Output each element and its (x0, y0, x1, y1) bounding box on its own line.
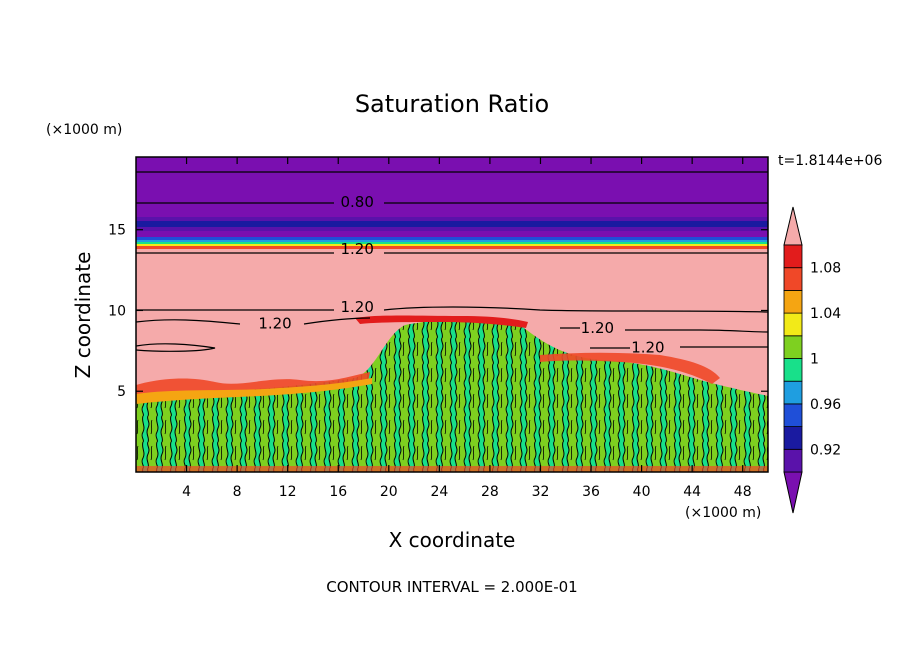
colorbar-band (783, 426, 803, 450)
contour-label: 0.80 (340, 193, 373, 211)
colorbar-band (783, 448, 803, 473)
colorbar-band (783, 403, 803, 427)
contour-label: 1.20 (581, 319, 614, 337)
saturation-field (136, 157, 768, 472)
lower-layer-edge-orange (136, 378, 372, 404)
x-axis-ticks: 4 8 12 16 20 24 28 32 36 40 44 48 (182, 157, 752, 500)
upper-dry-band-dark (136, 221, 768, 227)
colorbar-tick-label: 1 (810, 352, 819, 368)
x-tick-label: 12 (279, 484, 297, 500)
chart-title: Saturation Ratio (355, 90, 549, 118)
right-cloud-edge-red (540, 352, 720, 384)
upper-cloud-edge-red (355, 315, 528, 328)
contour-line (136, 343, 216, 352)
y-tick-label: 15 (108, 223, 126, 239)
colorbar-band (783, 335, 803, 359)
colorbar: 0.92 0.96 1 1.04 1.08 (783, 206, 841, 514)
transition-band-green (136, 242, 768, 244)
colorbar-band (783, 380, 803, 405)
colorbar-tick-label: 1.04 (810, 306, 841, 322)
transition-band-cyan (136, 240, 768, 242)
colorbar-extend-high (783, 206, 803, 246)
y-tick-label: 5 (117, 384, 126, 400)
plot-frame (135, 156, 769, 473)
colorbar-tick-label: 1.08 (810, 261, 841, 277)
transition-band-red (136, 246, 768, 249)
x-tick-label: 24 (430, 484, 448, 500)
colorbar-extend-low (783, 471, 803, 514)
x-axis-unit: (×1000 m) (685, 505, 761, 521)
contour-label: 1.20 (631, 339, 664, 357)
transition-band-blue (136, 237, 768, 240)
x-tick-label: 36 (582, 484, 600, 500)
contour-line (136, 306, 768, 313)
colorbar-band (783, 289, 803, 314)
colorbar-tick-label: 0.92 (810, 442, 841, 458)
y-axis-unit: (×1000 m) (46, 122, 122, 138)
contour-line (136, 317, 371, 325)
y-axis-label: Z coordinate (71, 252, 95, 379)
x-tick-label: 48 (734, 484, 752, 500)
x-tick-label: 40 (633, 484, 651, 500)
x-tick-label: 4 (182, 484, 191, 500)
colorbar-band (783, 267, 803, 291)
x-tick-label: 20 (380, 484, 398, 500)
lower-cloud-layer (136, 319, 768, 472)
contour-line (560, 327, 768, 333)
x-tick-label: 32 (532, 484, 550, 500)
time-label: t=1.8144e+06 (778, 153, 882, 169)
contour-label: 1.20 (258, 314, 291, 332)
colorbar-band (783, 358, 803, 382)
x-tick-label: 8 (233, 484, 242, 500)
bottom-edge-red (136, 466, 768, 472)
colorbar-tick-label: 0.96 (810, 397, 841, 413)
contour-interval-label: CONTOUR INTERVAL = 2.000E-01 (326, 578, 577, 596)
x-axis-label: X coordinate (389, 528, 516, 552)
contour-lines (136, 171, 768, 352)
transition-band-yellow (136, 244, 768, 246)
colorbar-band (783, 244, 803, 269)
x-tick-label: 28 (481, 484, 499, 500)
contour-labels: 0.80 1.20 1.20 1.20 1.20 1.20 (258, 193, 664, 356)
contour-label: 1.20 (340, 298, 373, 316)
y-tick-label: 10 (108, 303, 126, 319)
contour-line (590, 346, 768, 349)
colorbar-band (783, 312, 803, 337)
x-tick-label: 16 (329, 484, 347, 500)
x-tick-label: 44 (683, 484, 701, 500)
y-axis-ticks: 5 10 15 (108, 223, 768, 400)
contour-label: 1.20 (340, 240, 373, 258)
